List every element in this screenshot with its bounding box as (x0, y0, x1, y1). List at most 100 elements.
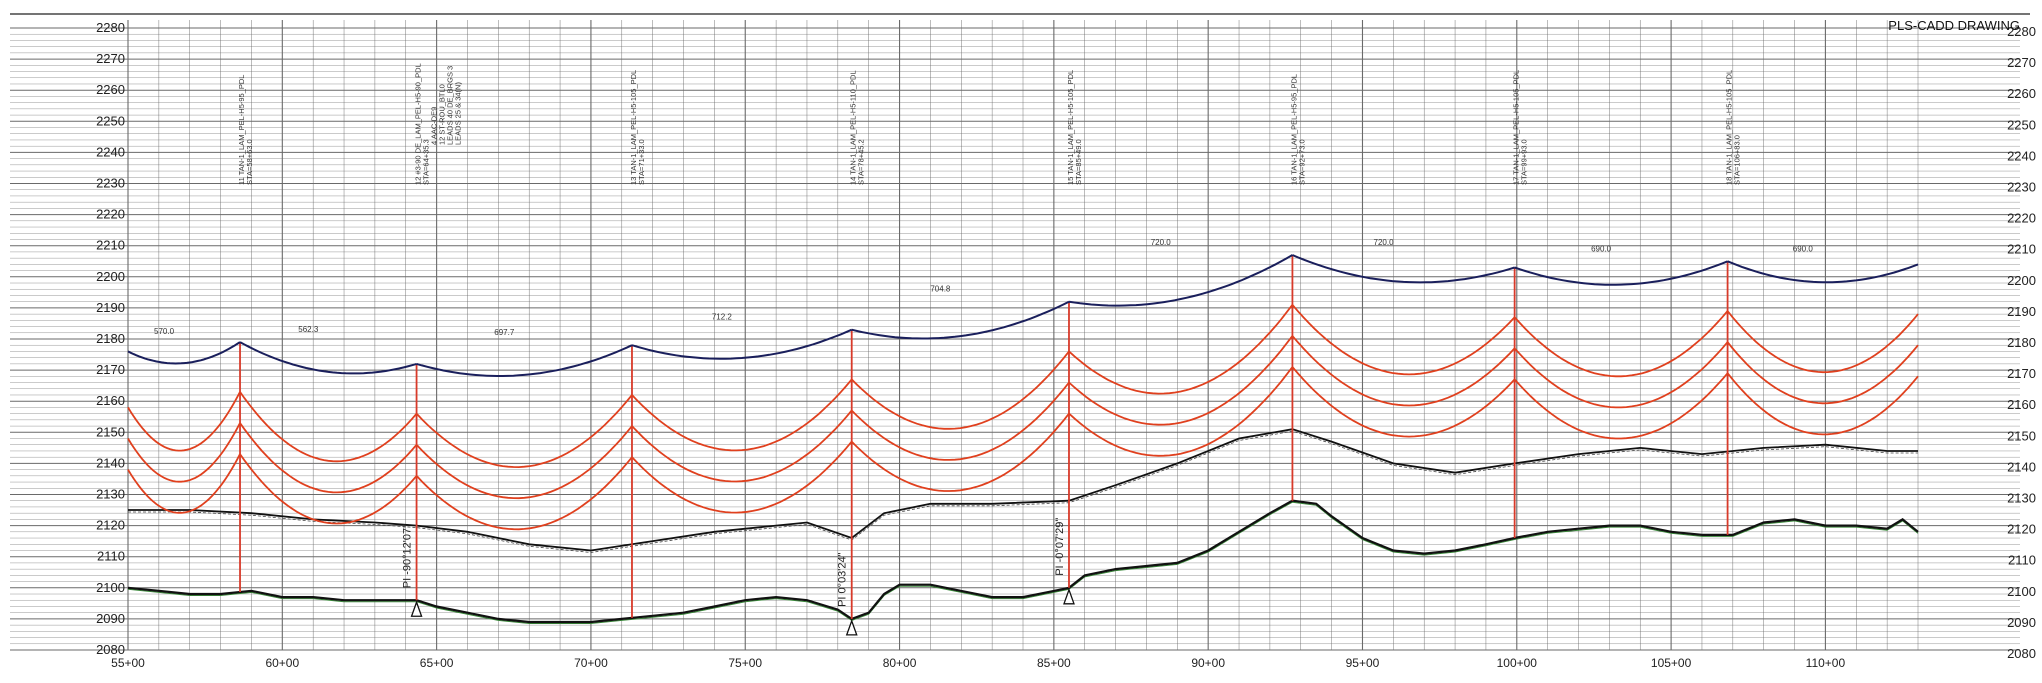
structure-label-station: STA=106+83.0 (1733, 135, 1742, 185)
structure-label: 16 TAN-1_LAM_PEL-H5-95_PDL STA=92+73.0 (1289, 74, 1306, 185)
structure-label-note: 4 AAC-DE9 (430, 107, 439, 145)
station-label: 75+00 (728, 656, 762, 670)
station-axis: 55+00 60+00 65+00 70+00 75+00 80+00 85+00 90+00… (111, 656, 1845, 670)
span-length-label: 570.0 (154, 327, 175, 336)
elevation-label: 2240 (2007, 148, 2036, 163)
pi-label: PI 0°03'24" (837, 552, 849, 607)
elevation-label: 2140 (96, 455, 125, 470)
conductor-span (127, 453, 241, 514)
span-length-label: 562.3 (298, 325, 319, 334)
conductor-span (1726, 372, 1919, 436)
conductor-span (631, 409, 853, 483)
station-label: 70+00 (574, 656, 608, 670)
elevation-label: 2180 (96, 331, 125, 346)
shield-wire (127, 254, 1919, 377)
elevation-label: 2240 (96, 144, 125, 159)
pi-triangle-marker (1063, 587, 1075, 605)
conductor-span (851, 350, 1070, 430)
structure-label-note: LEADS 25 & 34(N) (454, 82, 463, 145)
structure-label-station: STA=71+33.0 (637, 139, 646, 185)
structure-label-name: 15 TAN-1_LAM_PEL-H5-105_PDL (1066, 70, 1075, 185)
span-length-label: 690.0 (1591, 244, 1612, 253)
conductor-span (1513, 341, 1729, 409)
elevation-label: 2090 (2007, 615, 2036, 630)
station-label: 85+00 (1037, 656, 1071, 670)
ground-profile (127, 428, 1919, 624)
station-label: 110+00 (1806, 656, 1846, 670)
conductor-span (851, 413, 1070, 492)
station-label: 90+00 (1191, 656, 1225, 670)
structure-label: 13 TAN-1_LAM_PEL-H5-105_PDL STA=71+33.0 (629, 70, 646, 185)
shield-wire-span (127, 341, 241, 365)
elevation-label: 2190 (2007, 304, 2036, 319)
elevation-label: 2120 (96, 518, 125, 533)
conductor-span (1513, 372, 1729, 440)
elevation-label: 2280 (96, 20, 125, 35)
elevation-label: 2220 (2007, 211, 2036, 226)
elevation-label: 2140 (2007, 459, 2036, 474)
span-length-label: 704.8 (930, 285, 951, 294)
structure-label-station: STA=64+35.3 (422, 139, 431, 185)
shield-wire-span (1727, 260, 1919, 284)
pi-labels: PI -90°12'07" PI 0°03'24" PI -0°07'29" (402, 518, 1075, 636)
elevation-label: 2190 (96, 300, 125, 315)
elevation-label: 2120 (2007, 522, 2036, 537)
shield-wire-span (416, 344, 633, 377)
elevation-label: 2160 (96, 393, 125, 408)
shield-wire-span (1068, 254, 1293, 307)
elevation-label: 2080 (96, 642, 125, 657)
station-label: 95+00 (1346, 656, 1380, 670)
station-label: 55+00 (111, 656, 145, 670)
side-ground-line-dashed (128, 430, 1918, 553)
conductor-span (239, 422, 418, 494)
elevation-label: 2220 (96, 207, 125, 222)
elevation-label: 2160 (2007, 397, 2036, 412)
structure-label: 15 TAN-1_LAM_PEL-H5-105_PDL STA=85+49.0 (1066, 70, 1083, 185)
ground-line (127, 499, 1919, 624)
structure-label: 18 TAN-1_LAM_PEL-H5-105_PDL STA=106+83.0 (1725, 70, 1742, 185)
elevation-label: 2260 (96, 82, 125, 97)
structure-label: 17 TAN-1_LAM_PEL-H5-105_PDL STA=99+93.0 (1512, 70, 1529, 185)
shield-wire-span (1514, 260, 1728, 286)
structure-label-name: 18 TAN-1_LAM_PEL-H5-105_PDL (1725, 70, 1734, 185)
conductor-span (631, 378, 853, 452)
conductor-span (239, 453, 418, 525)
ground-line-alt (127, 501, 1919, 624)
structures: 11 TAN-1_LAM_PEL-H5-95_PDL STA=58+63.0 12 … (237, 63, 1742, 619)
elevation-label: 2170 (2007, 366, 2036, 381)
conductor-span (1291, 335, 1516, 407)
conductor-span (127, 391, 241, 452)
pi-label-text: PI -90°12'07" (402, 524, 414, 588)
conductor-sags (127, 304, 1919, 531)
span-length-label: 720.0 (1374, 238, 1395, 247)
elevation-label: 2260 (2007, 86, 2036, 101)
conductor-span (415, 394, 633, 469)
pi-label: PI -90°12'07" (402, 524, 414, 588)
span-length-label: 720.0 (1151, 238, 1172, 247)
shield-wire-span (851, 300, 1070, 340)
elevation-label: 2110 (2008, 553, 2036, 568)
structure-label: 12 #3-90 DE_LAM_PEL-H5-90_PDL STA=64+35.3… (414, 63, 463, 185)
structure-label-name: 11 TAN-1_LAM_PEL-H5-95_PDL (237, 75, 246, 185)
span-length-label: 712.2 (712, 313, 733, 322)
elevation-label: 2170 (96, 362, 125, 377)
station-label: 80+00 (883, 656, 917, 670)
conductor-span (415, 425, 633, 500)
conductor-span (1291, 366, 1516, 438)
structure-label-station: STA=78+45.2 (857, 139, 866, 185)
conductor-span (1726, 310, 1919, 374)
elevation-label: 2100 (2007, 584, 2036, 599)
shield-wire-span (1292, 254, 1515, 284)
structure-label-name: 16 TAN-1_LAM_PEL-H5-95_PDL (1289, 74, 1298, 185)
station-label: 65+00 (420, 656, 454, 670)
conductor-span (1068, 335, 1294, 426)
structure-label-name: 14 TAN-1_LAM_PEL-H5-110_PDL (849, 70, 858, 185)
drawing-title: PLS-CADD DRAWING (1888, 18, 2020, 33)
elevation-axis-left: 2280 2270 2260 2250 2240 2230 2220 2210 2200 2190… (96, 20, 125, 657)
structure-label-note: 12 ST-ROU_BTL0 (438, 84, 447, 145)
elevation-label: 2250 (96, 113, 125, 128)
conductor-span (239, 391, 418, 463)
conductor-span (851, 381, 1070, 461)
structure-label: 14 TAN-1_LAM_PEL-H5-110_PDL STA=78+45.2 (849, 70, 866, 185)
